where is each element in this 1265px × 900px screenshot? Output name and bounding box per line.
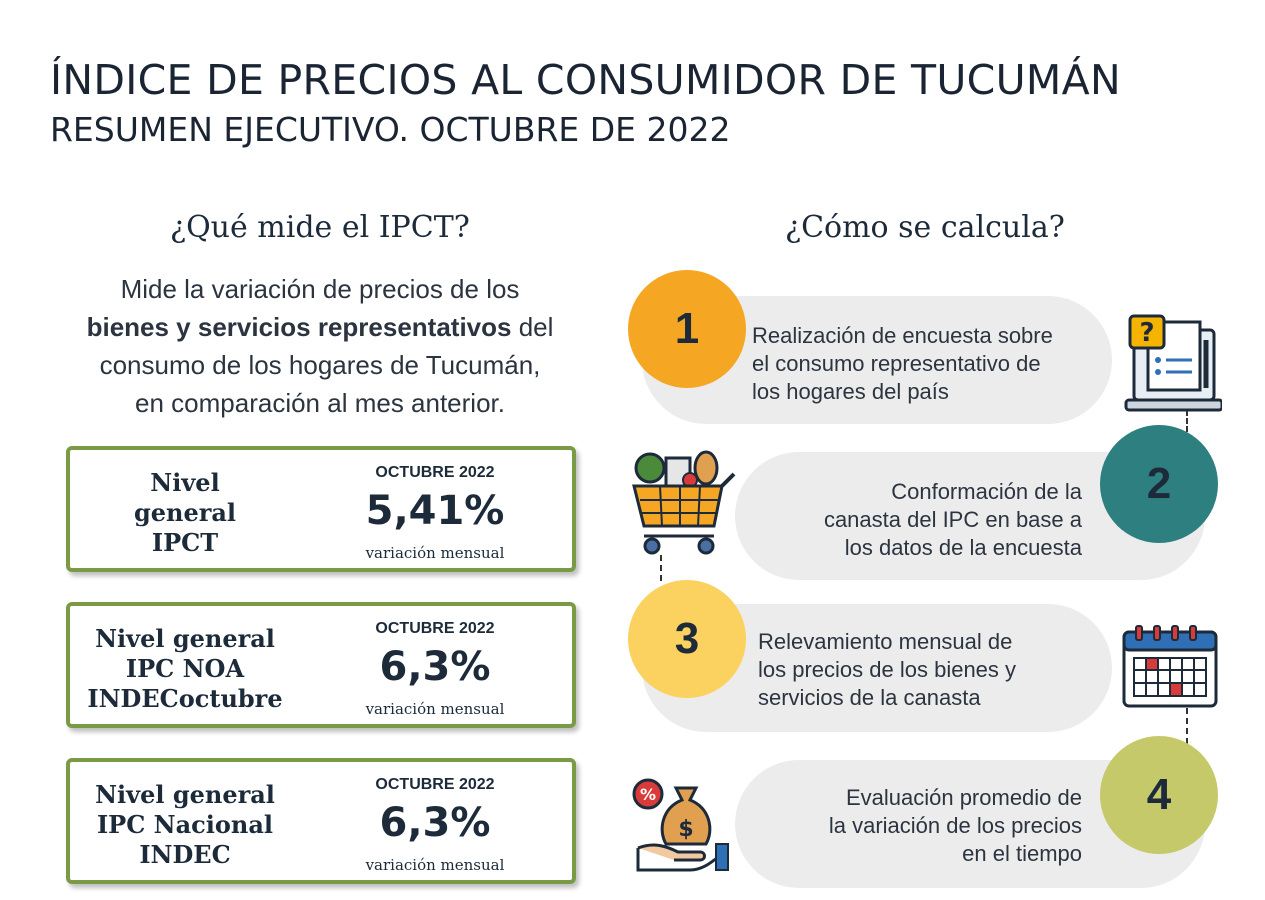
step-text-line: Relevamiento mensual de — [758, 629, 1013, 654]
card-label-line: IPC NOA — [125, 654, 245, 683]
card-label-line: IPCT — [151, 528, 219, 557]
description: Mide la variación de precios de los bien… — [50, 270, 590, 422]
card-month: OCTUBRE 2022 — [375, 464, 495, 481]
step-1-text: Realización de encuesta sobre el consumo… — [752, 322, 1053, 406]
step-1-circle: 1 — [628, 270, 746, 388]
card-label: Nivel general IPCT — [80, 468, 290, 558]
card-ipc-nacional: Nivel general IPC Nacional INDEC OCTUBRE… — [66, 758, 576, 884]
step-text-line: los precios de los bienes y — [758, 657, 1017, 682]
right-heading: ¿Cómo se calcula? — [785, 210, 1065, 245]
step-text-line: servicios de la canasta — [758, 685, 981, 710]
card-month: OCTUBRE 2022 — [375, 776, 495, 793]
card-label-line: INDECoctubre — [87, 684, 283, 713]
card-unit: variación mensual — [365, 856, 505, 874]
card-value: 5,41% — [365, 488, 505, 534]
card-ipct: Nivel general IPCT OCTUBRE 2022 5,41% va… — [66, 446, 576, 572]
card-unit: variación mensual — [365, 544, 505, 562]
step-2-circle: 2 — [1100, 425, 1218, 543]
card-value: 6,3% — [379, 644, 491, 690]
page-title: ÍNDICE DE PRECIOS AL CONSUMIDOR DE TUCUM… — [50, 56, 1121, 104]
description-line: consumo de los hogares de Tucumán, — [99, 350, 541, 380]
description-line: en comparación al mes anterior. — [135, 388, 505, 418]
step-text-line: en el tiempo — [962, 841, 1082, 866]
step-text-line: Evaluación promedio de — [845, 785, 1082, 810]
connector-line — [660, 555, 662, 581]
step-3-circle: 3 — [628, 580, 746, 698]
step-text-line: canasta del IPC en base a — [823, 507, 1082, 532]
card-label-line: general — [133, 498, 237, 527]
card-ipc-noa: Nivel general IPC NOA INDECoctubre OCTUB… — [66, 602, 576, 728]
card-label-line: Nivel — [150, 468, 220, 497]
description-line: bienes y servicios representativos del — [50, 308, 590, 346]
step-text-line: Realización de encuesta sobre — [752, 323, 1053, 348]
step-3-text: Relevamiento mensual de los precios de l… — [758, 628, 1016, 712]
card-label-line: INDEC — [139, 840, 231, 869]
description-line: Mide la variación de precios de los — [120, 274, 520, 304]
card-label-line: Nivel general — [95, 780, 275, 809]
description-bold: bienes y servicios representativos — [86, 312, 512, 342]
step-text-line: los hogares del país — [752, 379, 949, 404]
connector-line — [1186, 708, 1188, 744]
svg-text:$: $ — [678, 817, 693, 842]
card-label: Nivel general IPC NOA INDECoctubre — [80, 624, 290, 714]
card-unit: variación mensual — [365, 700, 505, 718]
step-4-text: Evaluación promedio de la variación de l… — [760, 784, 1082, 868]
card-label-line: Nivel general — [95, 624, 275, 653]
shopping-cart-icon — [632, 450, 736, 555]
step-text-line: el consumo representativo de — [752, 351, 1041, 376]
step-text-line: la variación de los precios — [828, 813, 1082, 838]
calendar-icon — [1122, 625, 1218, 708]
money-bag-hand-icon: % $ — [632, 778, 729, 872]
step-text-line: los datos de la encuesta — [844, 535, 1082, 560]
left-heading: ¿Qué mide el IPCT? — [170, 210, 470, 245]
step-text-line: Conformación de la — [891, 479, 1082, 504]
card-label: Nivel general IPC Nacional INDEC — [80, 780, 290, 870]
card-month: OCTUBRE 2022 — [375, 620, 495, 637]
card-value: 6,3% — [379, 800, 491, 846]
survey-laptop-icon: ? — [1124, 314, 1222, 412]
card-label-line: IPC Nacional — [96, 810, 274, 839]
connector-line — [1186, 410, 1188, 432]
description-after-bold: del — [511, 312, 554, 342]
svg-text:%: % — [640, 785, 656, 804]
svg-text:?: ? — [1139, 318, 1154, 348]
page-subtitle: RESUMEN EJECUTIVO. OCTUBRE DE 2022 — [50, 110, 731, 149]
step-2-text: Conformación de la canasta del IPC en ba… — [760, 478, 1082, 562]
step-4-circle: 4 — [1100, 736, 1218, 854]
